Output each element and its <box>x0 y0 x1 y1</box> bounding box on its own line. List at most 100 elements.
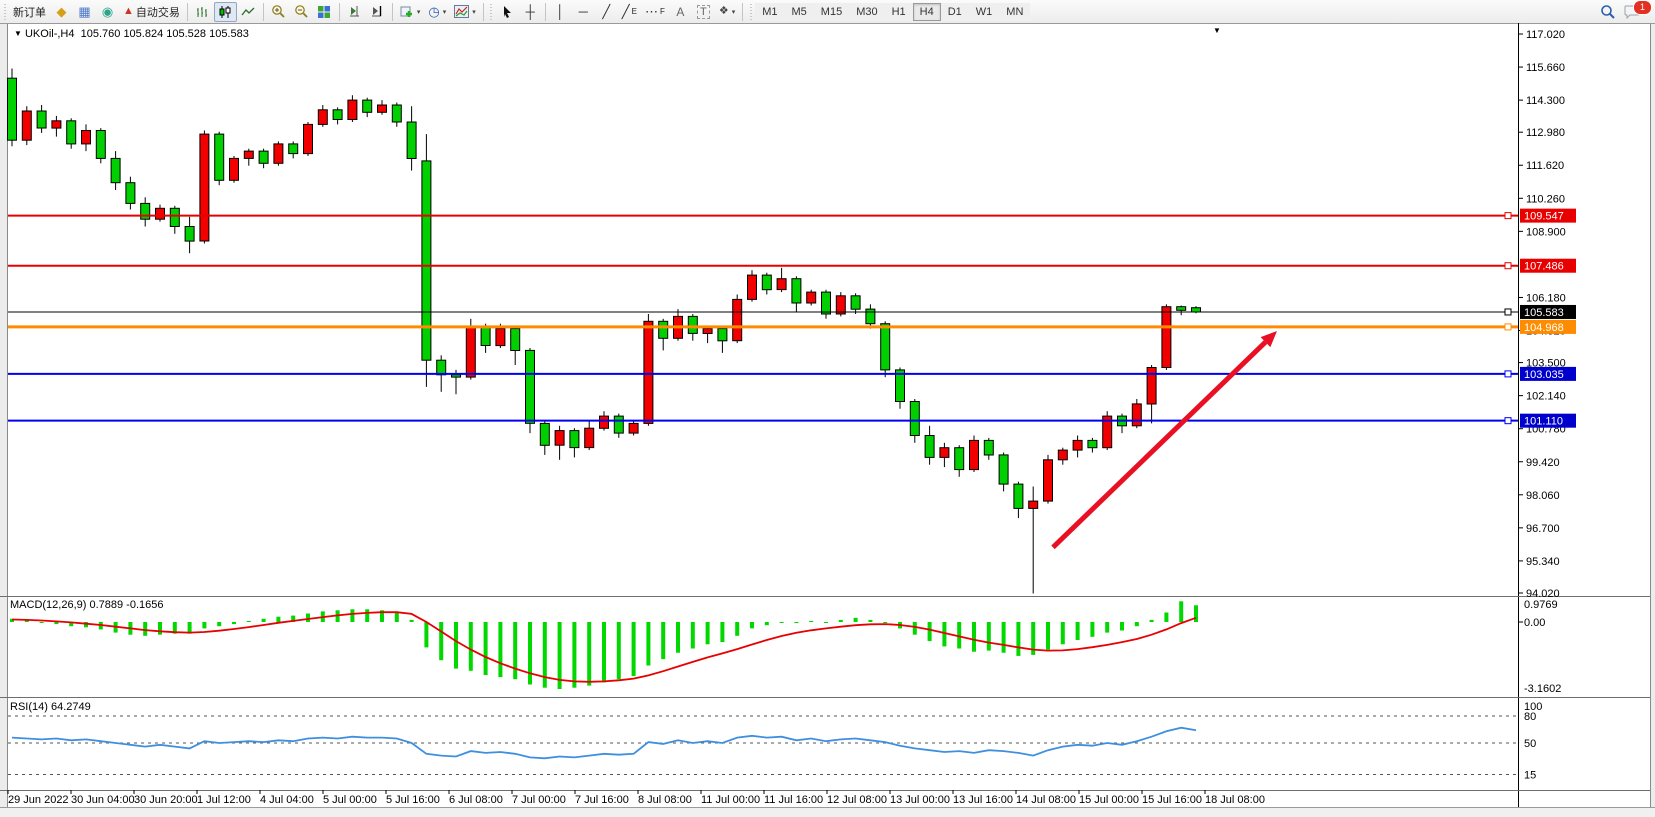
macd-bar <box>513 622 518 680</box>
toolbar-drag-handle[interactable] <box>2 3 7 20</box>
candle-up <box>303 123 313 155</box>
candle-down <box>125 182 136 204</box>
vertical-line-button[interactable]: │ <box>549 2 572 22</box>
trend-arrow-line[interactable] <box>1051 340 1268 550</box>
candle-up <box>1057 449 1068 461</box>
toolbar-drag-handle[interactable] <box>488 3 494 20</box>
price-badge-label: 105.583 <box>1524 307 1564 319</box>
price-tick-label: 95.340 <box>1526 556 1560 568</box>
hline-anchor-marker <box>1504 308 1512 316</box>
chart-shift-button[interactable] <box>366 2 389 22</box>
candlestick-series[interactable] <box>7 68 1201 594</box>
window-left-inset <box>0 23 7 807</box>
candle-down <box>569 430 580 449</box>
macd-histogram <box>10 601 1198 689</box>
seal-icon-button[interactable]: ◆ <box>50 2 73 22</box>
macd-bar <box>720 622 725 643</box>
fibonacci-button[interactable]: ⋯ F <box>641 2 669 22</box>
templates-button[interactable]: ▾ <box>450 2 480 22</box>
rsi-axis-15-label: 15 <box>1524 770 1536 782</box>
trend-arrow-head[interactable] <box>1260 330 1277 348</box>
symbol-period-label: UKOil-,H4 <box>24 28 75 40</box>
zoom-out-button[interactable] <box>290 2 313 22</box>
equidistant-channel-button[interactable]: ╱ E <box>618 2 641 22</box>
periods-button[interactable]: ◷ ▾ <box>424 2 450 22</box>
collapse-marker-icon[interactable]: ▼ <box>14 29 22 38</box>
timeframe-m15-button[interactable]: M15 <box>813 2 850 21</box>
timeframe-m30-button[interactable]: M30 <box>849 2 885 21</box>
new-chart-button[interactable]: ▾ <box>396 2 425 22</box>
candle-down <box>658 320 669 339</box>
bar-chart-button[interactable] <box>191 2 214 22</box>
vertical-line-icon: │ <box>556 4 565 19</box>
horizontal-line-button[interactable]: ─ <box>572 2 595 22</box>
new-order-button[interactable]: 新订单 <box>9 2 50 22</box>
price-shift-marker-icon: ▼ <box>1213 26 1221 35</box>
timeframe-m5-button[interactable]: M5 <box>784 2 814 21</box>
candlestick-chart-button[interactable] <box>213 1 237 22</box>
candle-up <box>969 439 979 471</box>
macd-bar <box>1134 622 1139 627</box>
candle-up <box>347 99 358 120</box>
macd-bar <box>631 622 636 677</box>
autotrading-button[interactable]: ▲ 自动交易 <box>119 2 184 22</box>
line-chart-button[interactable] <box>237 2 260 22</box>
timeframe-h4-button[interactable]: H4 <box>912 2 941 21</box>
macd-bar <box>498 622 503 678</box>
market-watch-button[interactable]: ▦ <box>73 2 96 22</box>
candle-up <box>1146 367 1157 405</box>
separator <box>482 2 484 21</box>
timeframe-m1-button[interactable]: M1 <box>755 2 785 21</box>
macd-bar <box>172 622 177 634</box>
toolbar-drag-handle[interactable] <box>748 3 754 20</box>
macd-bar <box>927 622 932 642</box>
autotrading-label: 自动交易 <box>135 6 180 19</box>
trendline-button[interactable]: ╱ <box>595 2 618 22</box>
cursor-button[interactable] <box>496 2 519 22</box>
timeframe-d1-button[interactable]: D1 <box>940 2 969 21</box>
candle-up <box>199 133 210 242</box>
hline-anchor-marker <box>1504 417 1512 425</box>
candle-up <box>377 104 387 113</box>
price-tick-label: 117.020 <box>1526 29 1565 41</box>
timeframe-w1-button[interactable]: W1 <box>968 2 1000 21</box>
time-axis-label: 11 Jul 00:00 <box>701 794 760 806</box>
macd-bar <box>794 622 799 624</box>
search-button[interactable] <box>1596 2 1620 22</box>
text-label-icon: T <box>696 4 710 19</box>
candle-down <box>525 349 535 424</box>
candle-up <box>584 427 595 449</box>
macd-bar <box>1016 622 1021 656</box>
candle-up <box>554 430 565 446</box>
macd-bar <box>853 617 858 622</box>
candle-up <box>21 110 32 141</box>
main-toolbar: 新订单 ◆ ▦ ◉ ▲ 自动交易 <box>0 0 1655 24</box>
horizontal-line-icon: ─ <box>578 4 588 19</box>
auto-scroll-button[interactable] <box>343 2 366 22</box>
time-axis-label: 4 Jul 04:00 <box>260 794 314 806</box>
candle-down <box>95 130 106 159</box>
text-tool-button[interactable]: A <box>669 2 692 22</box>
candle-up <box>317 109 328 125</box>
ohlc-values-label: 105.760 105.824 105.528 105.583 <box>80 28 249 40</box>
candle-down <box>184 226 195 242</box>
macd-bar <box>883 622 888 624</box>
text-label-button[interactable]: T <box>692 2 715 22</box>
timeframe-mn-button[interactable]: MN <box>999 2 1031 21</box>
crosshair-button[interactable]: ┼ <box>519 2 542 22</box>
macd-bar <box>217 622 222 627</box>
macd-bar <box>394 612 399 622</box>
candle-up <box>939 447 950 458</box>
macd-bar <box>986 622 991 651</box>
tile-windows-button[interactable] <box>313 2 336 22</box>
macd-indicator-label: MACD(12,26,9) 0.7889 -0.1656 <box>10 599 164 611</box>
timeframe-h1-button[interactable]: H1 <box>884 2 913 21</box>
navigator-button[interactable]: ◉ <box>96 2 119 22</box>
zoom-in-button[interactable] <box>267 2 290 22</box>
macd-bar <box>187 622 192 634</box>
macd-bar <box>69 622 74 627</box>
macd-bar <box>676 622 680 653</box>
arrows-shapes-button[interactable]: ❖ ▾ <box>715 2 739 22</box>
channel-icon: ╱ <box>621 4 630 19</box>
